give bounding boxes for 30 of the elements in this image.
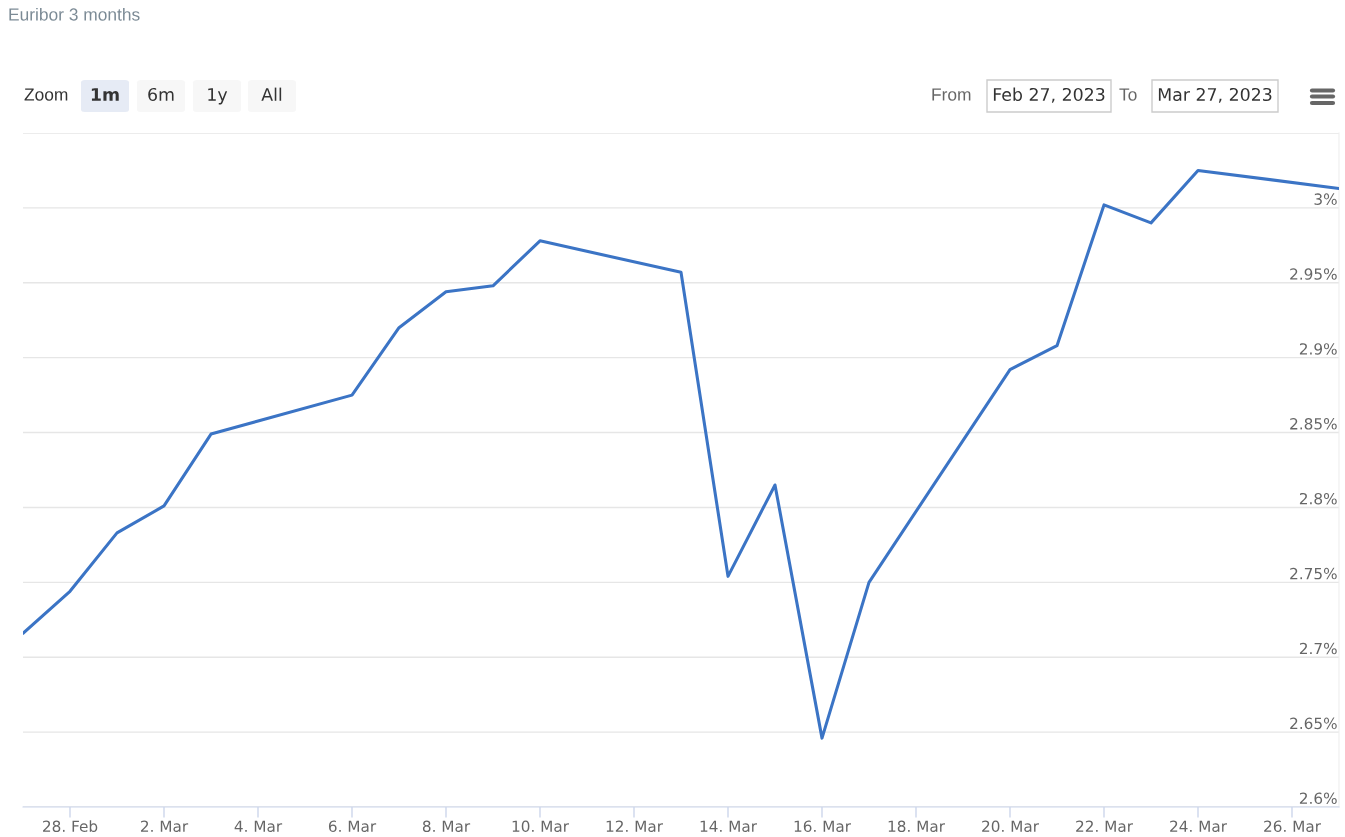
y-tick-label: 2.8%	[1299, 492, 1337, 505]
x-tick-label: 14. Mar	[700, 820, 757, 833]
x-tick-label: 10. Mar	[512, 820, 569, 833]
y-tick-label: 2.85%	[1290, 418, 1337, 430]
x-tick-label: 16. Mar	[794, 820, 851, 833]
text: Mar 27, 2023	[1158, 87, 1272, 103]
text: From	[932, 88, 971, 101]
text: Zoom	[24, 88, 68, 101]
x-tick-label: 12. Mar	[606, 820, 663, 833]
x-tick-label: 28. Feb	[43, 820, 98, 833]
y-tick-label: 2.7%	[1299, 642, 1337, 655]
x-tick-label: 20. Mar	[982, 820, 1039, 833]
text: Feb 27, 2023	[993, 87, 1105, 103]
text: To	[1119, 88, 1137, 101]
x-tick-label: 8. Mar	[422, 820, 471, 833]
x-tick-label: 26. Mar	[1264, 820, 1321, 833]
text: 1m	[91, 88, 119, 101]
x-tick-label: 2. Mar	[140, 820, 189, 833]
chart-title: Euribor 3 months	[9, 7, 140, 21]
y-tick-label: 2.95%	[1290, 268, 1337, 280]
y-tick-label: 2.65%	[1290, 717, 1337, 730]
x-tick-label: 18. Mar	[888, 820, 945, 833]
x-tick-label: 4. Mar	[234, 820, 283, 833]
y-tick-label: 2.6%	[1299, 792, 1337, 805]
x-tick-label: 24. Mar	[1170, 820, 1227, 833]
y-tick-label: 2.75%	[1290, 567, 1337, 580]
x-tick-label: 6. Mar	[328, 820, 377, 833]
y-tick-label: 2.9%	[1299, 343, 1337, 355]
y-tick-label: 3%	[1314, 193, 1337, 205]
x-tick-label: 22. Mar	[1076, 820, 1133, 833]
